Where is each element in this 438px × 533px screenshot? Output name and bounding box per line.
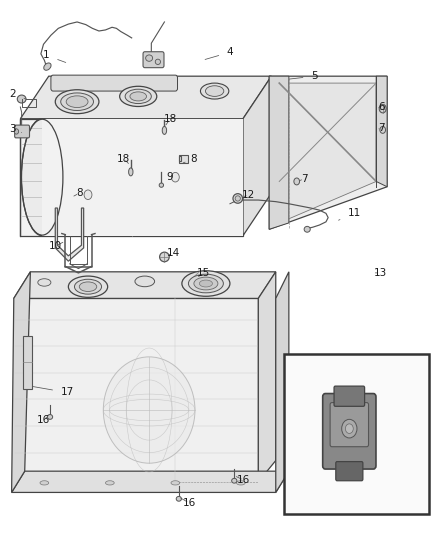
Polygon shape [42, 119, 243, 236]
Ellipse shape [17, 95, 26, 103]
Ellipse shape [194, 277, 218, 290]
Text: 6: 6 [378, 102, 385, 112]
Text: 13: 13 [374, 268, 387, 278]
Ellipse shape [155, 59, 160, 64]
Ellipse shape [55, 90, 99, 114]
Ellipse shape [135, 276, 155, 287]
Ellipse shape [233, 193, 243, 203]
FancyBboxPatch shape [14, 125, 29, 138]
Text: 10: 10 [49, 241, 63, 251]
Ellipse shape [201, 83, 229, 99]
Polygon shape [14, 272, 276, 298]
Polygon shape [279, 83, 376, 223]
Ellipse shape [38, 279, 51, 286]
Ellipse shape [294, 178, 300, 185]
Ellipse shape [61, 93, 93, 110]
Text: 5: 5 [290, 71, 318, 81]
Polygon shape [376, 76, 387, 187]
Ellipse shape [182, 271, 230, 296]
Polygon shape [243, 76, 272, 236]
Polygon shape [14, 298, 258, 482]
Ellipse shape [232, 478, 237, 483]
Ellipse shape [14, 129, 18, 134]
Text: 9: 9 [161, 172, 173, 182]
Ellipse shape [21, 119, 63, 236]
Polygon shape [12, 471, 289, 492]
Bar [285, 354, 428, 514]
Text: 4: 4 [205, 47, 233, 60]
Polygon shape [258, 272, 276, 482]
Ellipse shape [84, 190, 92, 199]
Text: 14: 14 [166, 248, 180, 258]
Ellipse shape [199, 280, 212, 287]
Polygon shape [276, 272, 289, 492]
Text: 12: 12 [242, 190, 255, 200]
Ellipse shape [66, 96, 88, 108]
Polygon shape [12, 272, 30, 492]
Text: 1: 1 [43, 51, 66, 62]
Text: 3: 3 [10, 124, 21, 134]
FancyBboxPatch shape [143, 52, 164, 68]
Ellipse shape [205, 86, 224, 96]
Polygon shape [269, 76, 387, 229]
Ellipse shape [125, 89, 151, 103]
Ellipse shape [40, 481, 49, 485]
Text: 7: 7 [378, 123, 385, 133]
Text: 16: 16 [237, 475, 251, 485]
Ellipse shape [74, 279, 102, 294]
Ellipse shape [380, 126, 385, 133]
Text: 18: 18 [117, 154, 131, 164]
FancyBboxPatch shape [334, 386, 364, 406]
Text: 8: 8 [183, 154, 197, 164]
Text: 15: 15 [197, 268, 210, 278]
Ellipse shape [237, 481, 245, 485]
Ellipse shape [176, 496, 181, 501]
FancyBboxPatch shape [330, 402, 368, 447]
Ellipse shape [159, 252, 169, 262]
Text: 16: 16 [181, 498, 196, 508]
Polygon shape [55, 208, 84, 261]
Text: 7: 7 [300, 174, 307, 184]
Ellipse shape [103, 357, 195, 463]
Ellipse shape [129, 168, 133, 176]
Ellipse shape [379, 104, 386, 113]
FancyBboxPatch shape [51, 75, 177, 91]
Ellipse shape [106, 481, 114, 485]
Text: 8: 8 [74, 188, 83, 198]
Polygon shape [269, 76, 289, 229]
FancyBboxPatch shape [22, 336, 32, 389]
Text: 18: 18 [163, 114, 177, 125]
Polygon shape [179, 155, 188, 163]
Polygon shape [20, 119, 243, 236]
Ellipse shape [130, 92, 147, 101]
Ellipse shape [79, 282, 97, 292]
Text: 17: 17 [33, 386, 74, 398]
Polygon shape [20, 76, 272, 119]
Ellipse shape [44, 63, 51, 70]
Ellipse shape [171, 172, 179, 182]
FancyBboxPatch shape [336, 462, 363, 481]
Ellipse shape [120, 86, 157, 107]
Ellipse shape [146, 55, 152, 61]
Ellipse shape [47, 415, 53, 419]
Ellipse shape [188, 274, 223, 293]
Ellipse shape [68, 276, 108, 297]
Ellipse shape [346, 424, 353, 433]
FancyBboxPatch shape [323, 393, 376, 469]
Ellipse shape [304, 227, 310, 232]
Ellipse shape [159, 183, 163, 187]
Text: 2: 2 [10, 88, 26, 99]
Ellipse shape [342, 419, 357, 438]
Ellipse shape [171, 481, 180, 485]
Ellipse shape [162, 126, 166, 134]
Ellipse shape [235, 196, 240, 201]
Text: 16: 16 [37, 415, 50, 425]
Text: 11: 11 [339, 208, 361, 220]
